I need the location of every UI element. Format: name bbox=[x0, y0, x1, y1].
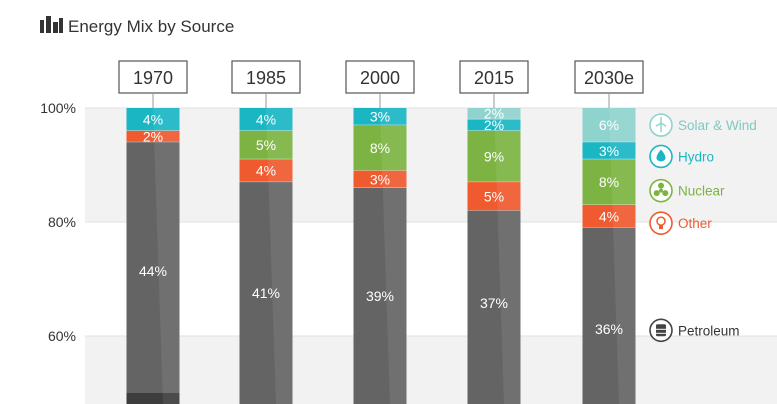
bar-nuclear bbox=[467, 130, 521, 183]
bar-hydro bbox=[467, 119, 521, 131]
y-tick-label: 80% bbox=[48, 214, 76, 230]
data-label-solar-wind: 2% bbox=[484, 106, 504, 122]
data-label-petroleum: 44% bbox=[139, 263, 167, 279]
bar-hydro bbox=[239, 108, 293, 131]
bar-petroleum bbox=[239, 182, 293, 404]
data-label-solar-wind: 6% bbox=[599, 117, 619, 133]
wind-turbine-icon bbox=[649, 113, 673, 137]
category-label: 1985 bbox=[246, 68, 286, 88]
data-label-petroleum: 37% bbox=[480, 295, 508, 311]
data-label-hydro: 3% bbox=[599, 143, 619, 159]
data-label-petroleum: 41% bbox=[252, 285, 280, 301]
y-tick-label: 100% bbox=[40, 100, 76, 116]
data-label-petroleum: 36% bbox=[595, 321, 623, 337]
data-label-nuclear: 8% bbox=[370, 140, 390, 156]
band-below-60 bbox=[85, 336, 777, 404]
bar-shading bbox=[494, 108, 521, 404]
category-label: 2015 bbox=[474, 68, 514, 88]
legend-label: Solar & Wind bbox=[678, 118, 757, 133]
bar-hydro bbox=[126, 108, 180, 131]
bar-other bbox=[126, 130, 180, 143]
data-label-other: 4% bbox=[256, 163, 276, 179]
category-label: 1970 bbox=[133, 68, 173, 88]
legend-item-solar-wind: Solar & Wind bbox=[649, 113, 757, 137]
bar-other bbox=[582, 204, 636, 228]
bar-petroleum bbox=[126, 142, 180, 404]
data-label-petroleum: 39% bbox=[366, 288, 394, 304]
band-80-100 bbox=[85, 108, 777, 222]
bar-petroleum bbox=[467, 210, 521, 404]
data-label-nuclear: 8% bbox=[599, 174, 619, 190]
bar-nuclear bbox=[582, 159, 636, 205]
bar-shading bbox=[153, 108, 180, 404]
legend-label: Petroleum bbox=[678, 323, 740, 338]
legend-label: Other bbox=[678, 216, 712, 231]
lightbulb-icon bbox=[649, 211, 673, 235]
data-label-other: 3% bbox=[370, 171, 390, 187]
data-label-nuclear: 9% bbox=[484, 148, 504, 164]
bar-nuclear bbox=[353, 125, 407, 171]
category-label: 2000 bbox=[360, 68, 400, 88]
bar-petroleum bbox=[582, 227, 636, 404]
category-box bbox=[345, 60, 415, 94]
data-label-other: 2% bbox=[143, 129, 163, 145]
bar-chart-icon bbox=[40, 16, 63, 33]
y-tick-label: 60% bbox=[48, 328, 76, 344]
data-label-hydro: 3% bbox=[370, 109, 390, 125]
data-label-hydro: 4% bbox=[256, 111, 276, 127]
category-box bbox=[574, 60, 644, 94]
bar-hydro bbox=[353, 108, 407, 126]
legend-item-hydro: Hydro bbox=[649, 144, 714, 169]
bar-other bbox=[467, 182, 521, 211]
legend-label: Nuclear bbox=[678, 184, 725, 199]
data-label-other: 5% bbox=[484, 188, 504, 204]
bar-other bbox=[353, 170, 407, 188]
radiation-icon bbox=[649, 178, 673, 203]
legend-label: Hydro bbox=[678, 149, 714, 164]
bar-solar-wind bbox=[582, 108, 636, 143]
legend-item-petroleum: Petroleum bbox=[649, 318, 740, 343]
bar-lower-segment bbox=[126, 393, 180, 404]
water-drop-icon bbox=[649, 144, 673, 169]
bar-nuclear bbox=[239, 130, 293, 160]
data-label-other: 4% bbox=[599, 208, 619, 224]
bar-solar-wind bbox=[467, 108, 521, 120]
bar-other bbox=[239, 159, 293, 183]
oil-barrel-icon bbox=[649, 318, 673, 343]
data-label-hydro: 4% bbox=[143, 111, 163, 127]
bar-shading bbox=[609, 108, 636, 404]
bar-petroleum bbox=[353, 187, 407, 404]
chart-header: Energy Mix by Source bbox=[40, 16, 234, 36]
bar-hydro bbox=[582, 142, 636, 160]
category-box bbox=[118, 60, 188, 94]
bar-shading bbox=[266, 108, 293, 404]
legend-item-nuclear: Nuclear bbox=[649, 178, 725, 203]
chart-title: Energy Mix by Source bbox=[68, 17, 234, 36]
data-label-nuclear: 5% bbox=[256, 137, 276, 153]
legend-item-other: Other bbox=[649, 211, 712, 235]
data-label-hydro: 2% bbox=[484, 117, 504, 133]
category-label: 2030e bbox=[584, 68, 634, 88]
bar-shading bbox=[380, 108, 407, 404]
